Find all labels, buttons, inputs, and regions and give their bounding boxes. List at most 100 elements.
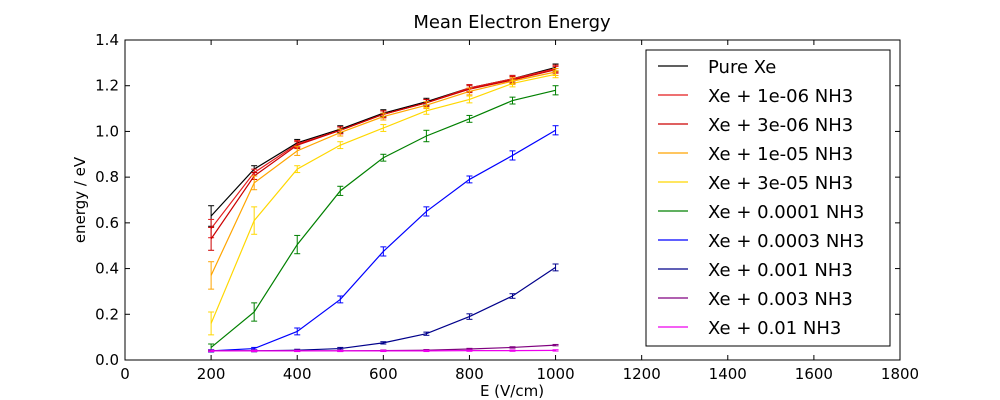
y-axis-label: energy / eV xyxy=(71,156,89,243)
error-bar xyxy=(380,124,387,132)
series-4 xyxy=(208,70,559,336)
legend-item: Xe + 0.003 NH3 xyxy=(658,289,853,310)
legend-item: Xe + 0.0001 NH3 xyxy=(658,202,864,223)
error-bar xyxy=(251,175,258,191)
x-tick-label: 1800 xyxy=(881,365,919,383)
error-bar xyxy=(509,293,516,299)
legend-item: Xe + 0.01 NH3 xyxy=(658,318,841,339)
error-bar xyxy=(294,234,301,255)
error-bar xyxy=(380,153,387,162)
legend-label: Xe + 0.0001 NH3 xyxy=(708,202,864,223)
error-bar xyxy=(337,185,344,196)
y-tick-label: 1.2 xyxy=(95,77,119,95)
y-tick-label: 1.0 xyxy=(95,122,119,140)
error-bar xyxy=(552,349,559,352)
error-bar xyxy=(466,313,473,320)
error-bar xyxy=(466,87,473,96)
error-bar xyxy=(509,346,516,349)
x-tick-label: 600 xyxy=(369,365,398,383)
x-tick-label: 800 xyxy=(455,365,484,383)
y-tick-label: 0.8 xyxy=(95,168,119,186)
series-3 xyxy=(208,68,559,290)
legend-label: Xe + 3e-05 NH3 xyxy=(708,173,853,194)
legend-item: Xe + 0.0003 NH3 xyxy=(658,231,864,252)
x-tick-label: 1400 xyxy=(709,365,747,383)
error-bar xyxy=(380,349,387,353)
plot-area xyxy=(208,63,559,353)
error-bar xyxy=(294,327,301,336)
error-bar xyxy=(509,79,516,88)
legend-item: Xe + 3e-06 NH3 xyxy=(658,115,853,136)
error-bar xyxy=(509,349,516,352)
x-tick-label: 1600 xyxy=(795,365,833,383)
series-line xyxy=(211,266,556,352)
error-bar xyxy=(423,331,430,336)
error-bar xyxy=(251,302,258,322)
series-line xyxy=(210,71,556,276)
series-7 xyxy=(208,263,559,353)
x-tick-label: 1000 xyxy=(536,365,574,383)
plot-frame xyxy=(124,39,901,361)
axes: 0 200 400 600 800 1000 1200 1400 1600 1800 0.0 0.2 0… xyxy=(95,31,919,383)
legend-label: Xe + 0.0003 NH3 xyxy=(708,231,864,252)
series-5 xyxy=(208,85,559,352)
legend-item: Xe + 1e-06 NH3 xyxy=(658,86,853,107)
error-bar xyxy=(509,150,516,161)
legend-label: Xe + 1e-05 NH3 xyxy=(708,144,853,165)
error-bar xyxy=(380,341,387,345)
chart-title: Mean Electron Energy xyxy=(413,12,611,33)
legend-label: Pure Xe xyxy=(708,57,776,78)
error-bar xyxy=(423,349,430,353)
error-bar xyxy=(337,349,344,353)
legend-box xyxy=(645,49,891,347)
x-axis-label: E (V/cm) xyxy=(480,382,544,400)
error-bar xyxy=(509,96,516,105)
error-bar xyxy=(466,95,473,104)
legend-label: Xe + 0.003 NH3 xyxy=(708,289,853,310)
error-bar xyxy=(337,295,344,304)
error-bar xyxy=(294,349,301,353)
error-bar xyxy=(423,106,430,115)
error-bar xyxy=(208,261,215,290)
error-bar xyxy=(251,206,258,235)
legend-label: Xe + 0.001 NH3 xyxy=(708,260,853,281)
error-bar xyxy=(208,311,215,336)
error-bar xyxy=(552,70,559,79)
error-bar xyxy=(552,343,559,347)
series-line xyxy=(210,67,556,229)
x-tick-label: 400 xyxy=(283,365,312,383)
error-bar xyxy=(423,129,430,143)
series-1 xyxy=(208,64,559,239)
error-bar xyxy=(337,128,344,137)
legend-item: Xe + 1e-05 NH3 xyxy=(658,144,853,165)
y-tick-label: 0.4 xyxy=(95,260,119,278)
error-bar xyxy=(337,141,344,150)
error-bar xyxy=(552,85,559,96)
y-tick-label: 1.4 xyxy=(95,31,119,49)
y-tick-label: 0.6 xyxy=(95,214,119,232)
legend-item: Pure Xe xyxy=(658,57,776,78)
error-bar xyxy=(552,263,559,272)
error-bar xyxy=(552,125,559,136)
legend-item: Xe + 0.001 NH3 xyxy=(658,260,853,281)
x-tick-label: 0 xyxy=(120,365,130,383)
error-bar xyxy=(294,145,301,156)
series-line xyxy=(210,66,556,217)
error-bar xyxy=(294,165,301,174)
legend: Pure Xe Xe + 1e-06 NH3 Xe + 3e-06 NH3 Xe + … xyxy=(645,49,891,347)
legend-label: Xe + 1e-06 NH3 xyxy=(708,86,853,107)
error-bar xyxy=(466,114,473,123)
error-bar xyxy=(466,349,473,352)
x-tick-label: 1200 xyxy=(623,365,661,383)
y-tick-label: 0.0 xyxy=(95,351,119,369)
series-0 xyxy=(208,63,559,227)
legend-item: Xe + 3e-05 NH3 xyxy=(658,173,853,194)
y-tick-label: 0.2 xyxy=(95,305,119,323)
legend-label: Xe + 0.01 NH3 xyxy=(708,318,841,339)
error-bar xyxy=(208,226,215,251)
error-bar xyxy=(380,246,387,257)
legend-label: Xe + 3e-06 NH3 xyxy=(708,115,853,136)
error-bar xyxy=(380,112,387,121)
error-bar xyxy=(423,206,430,217)
